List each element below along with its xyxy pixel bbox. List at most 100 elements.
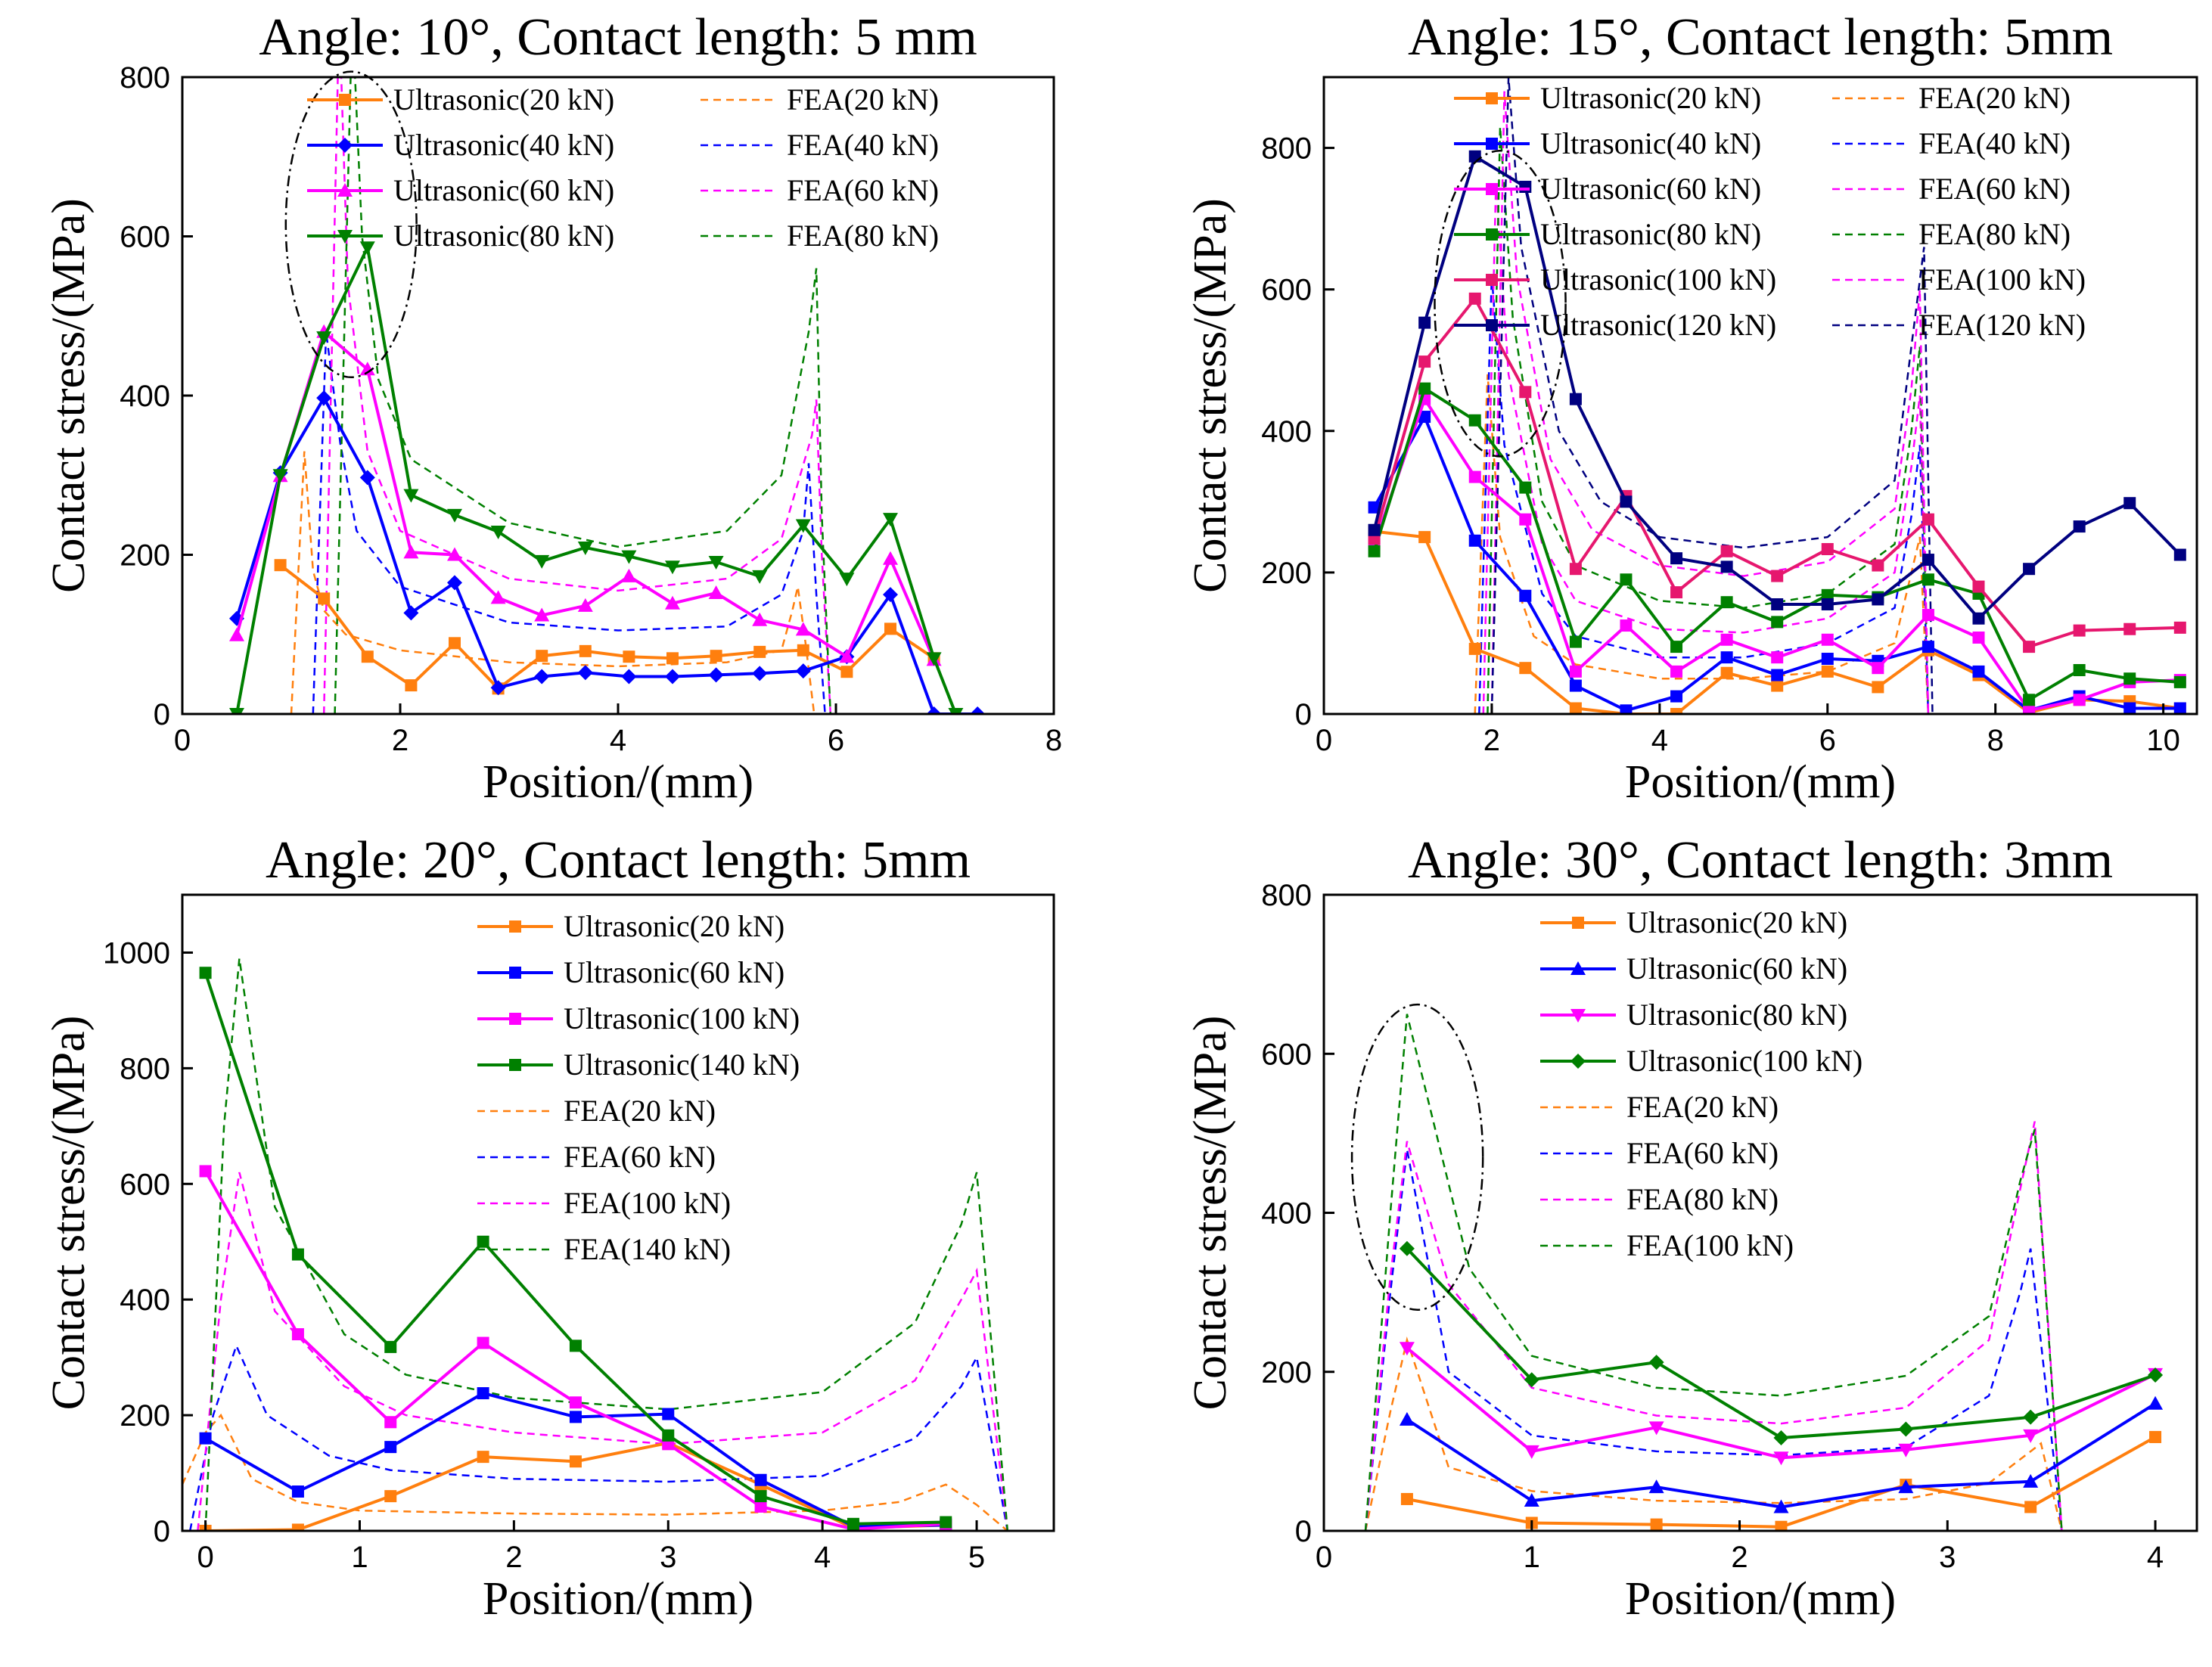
data-point-ultrasonic-120-kn: [2023, 563, 2036, 576]
data-point-ultrasonic-100-kn: [1418, 355, 1431, 368]
data-point-ultrasonic-80-kn: [1898, 1443, 1914, 1457]
data-point-ultrasonic-140-kn: [477, 1235, 489, 1248]
data-point-ultrasonic-120-kn: [1468, 150, 1481, 163]
data-point-ultrasonic-20-kn: [840, 666, 853, 678]
data-point-ultrasonic-80-kn: [2173, 675, 2186, 688]
legend-label: Ultrasonic(60 kN): [564, 955, 784, 989]
y-tick-label: 600: [1261, 1038, 1312, 1071]
legend-label: FEA(60 kN): [787, 173, 939, 207]
legend-marker: [1486, 228, 1498, 241]
data-point-ultrasonic-80-kn: [534, 554, 550, 569]
data-point-ultrasonic-60-kn: [883, 551, 898, 565]
series-line-fea-120-kn: [1490, 77, 1934, 714]
data-point-ultrasonic-80-kn: [272, 469, 288, 483]
legend-item-ultrasonic-140-kn: Ultrasonic(140 kN): [477, 1048, 800, 1082]
chart-title: Angle: 30°, Contact length: 3mm: [1408, 831, 2113, 889]
y-tick-label: 600: [1261, 274, 1312, 307]
data-point-ultrasonic-80-kn: [883, 513, 898, 527]
legend: Ultrasonic(20 kN) Ultrasonic(60 kN) Ultras…: [477, 909, 800, 1266]
legend-marker: [1570, 1054, 1586, 1069]
data-point-ultrasonic-80-kn: [2023, 1429, 2039, 1443]
highlight-ellipse: [1434, 150, 1567, 458]
legend-item-ultrasonic-20-kn: Ultrasonic(20 kN): [307, 82, 614, 116]
x-tick-label: 1: [1524, 1541, 1540, 1574]
data-point-ultrasonic-80-kn: [795, 519, 811, 533]
legend-item-fea-100-kn: FEA(100 kN): [477, 1186, 731, 1220]
data-point-ultrasonic-100-kn: [199, 1165, 212, 1178]
data-point-ultrasonic-80-kn: [1670, 641, 1683, 653]
data-point-ultrasonic-60-kn: [1519, 513, 1532, 526]
data-point-ultrasonic-20-kn: [2024, 1501, 2037, 1513]
legend-label: FEA(60 kN): [564, 1140, 716, 1174]
x-tick-label: 10: [2146, 724, 2180, 757]
data-point-ultrasonic-80-kn: [1569, 635, 1582, 648]
legend-marker: [1570, 961, 1586, 975]
data-point-ultrasonic-20-kn: [666, 652, 679, 665]
data-point-ultrasonic-60-kn: [447, 547, 462, 561]
data-point-ultrasonic-120-kn: [2173, 548, 2186, 561]
legend-label: FEA(60 kN): [1626, 1136, 1779, 1170]
x-tick-label: 6: [1819, 724, 1836, 757]
data-point-ultrasonic-60-kn: [199, 1432, 212, 1445]
data-point-ultrasonic-60-kn: [1872, 662, 1884, 675]
x-tick-label: 1: [351, 1541, 368, 1574]
data-point-ultrasonic-60-kn: [839, 649, 855, 663]
legend-item-fea-40-kn: FEA(40 kN): [1832, 126, 2071, 160]
data-point-ultrasonic-40-kn: [316, 390, 332, 406]
data-point-ultrasonic-100-kn: [1773, 1430, 1789, 1446]
data-point-ultrasonic-60-kn: [229, 627, 244, 641]
data-point-ultrasonic-20-kn: [1650, 1518, 1663, 1531]
data-point-ultrasonic-60-kn: [1922, 609, 1934, 622]
x-axis-title: Position/(mm): [1625, 756, 1896, 808]
x-tick-label: 3: [1939, 1541, 1956, 1574]
data-point-ultrasonic-80-kn: [447, 508, 462, 523]
data-point-ultrasonic-120-kn: [1771, 598, 1784, 610]
data-point-ultrasonic-60-kn: [795, 622, 811, 636]
data-point-ultrasonic-40-kn: [447, 575, 462, 591]
legend-marker: [1486, 274, 1498, 286]
plot-frame: [181, 893, 1055, 1532]
series-line-fea-20-kn: [182, 1413, 1054, 1531]
data-point-ultrasonic-80-kn: [621, 550, 637, 564]
data-point-ultrasonic-20-kn: [536, 650, 548, 663]
data-point-ultrasonic-120-kn: [2073, 520, 2086, 533]
legend-item-ultrasonic-100-kn: Ultrasonic(100 kN): [477, 1001, 800, 1035]
data-point-ultrasonic-100-kn: [1898, 1421, 1914, 1437]
series-line-ultrasonic-100-kn: [1406, 1247, 2156, 1440]
x-tick-label: 2: [1483, 724, 1500, 757]
data-point-ultrasonic-100-kn: [1519, 386, 1532, 399]
series-line-ultrasonic-20-kn: [1406, 1436, 2156, 1529]
data-point-ultrasonic-60-kn: [1524, 1493, 1539, 1507]
data-point-ultrasonic-60-kn: [534, 607, 550, 622]
legend-marker: [1572, 917, 1584, 929]
data-point-ultrasonic-60-kn: [2073, 694, 2086, 706]
data-point-ultrasonic-40-kn: [1922, 641, 1934, 653]
legend-label: FEA(20 kN): [1918, 81, 2071, 115]
data-point-ultrasonic-20-kn: [623, 650, 635, 663]
data-point-ultrasonic-60-kn: [569, 1411, 582, 1423]
legend-item-fea-60-kn: FEA(60 kN): [477, 1140, 716, 1174]
data-point-ultrasonic-60-kn: [708, 585, 724, 600]
y-axis-title: Contact stress/(MPa): [1185, 1016, 1236, 1411]
legend-item-ultrasonic-20-kn: Ultrasonic(20 kN): [1454, 81, 1761, 115]
data-point-ultrasonic-60-kn: [577, 598, 593, 612]
legend-label: FEA(120 kN): [1918, 308, 2086, 342]
legend-label: Ultrasonic(80 kN): [1626, 998, 1847, 1032]
data-point-ultrasonic-40-kn: [1519, 589, 1532, 602]
data-point-ultrasonic-20-kn: [1775, 1520, 1788, 1531]
data-point-ultrasonic-40-kn: [359, 470, 375, 486]
legend-marker: [1486, 183, 1498, 195]
data-point-ultrasonic-20-kn: [1872, 681, 1884, 694]
legend-label: FEA(60 kN): [1918, 172, 2071, 206]
data-point-ultrasonic-100-kn: [2023, 1409, 2039, 1425]
data-point-ultrasonic-60-kn: [1648, 1479, 1664, 1494]
y-tick-label: 600: [120, 1168, 170, 1201]
data-point-ultrasonic-80-kn: [1648, 1421, 1664, 1436]
data-point-ultrasonic-20-kn: [384, 1490, 397, 1503]
legend-label: FEA(100 kN): [1626, 1228, 1794, 1262]
data-point-ultrasonic-20-kn: [569, 1455, 582, 1468]
legend-item-fea-100-kn: FEA(100 kN): [1832, 262, 2086, 296]
series-line-ultrasonic-20-kn: [279, 563, 935, 691]
data-point-ultrasonic-100-kn: [1399, 1240, 1415, 1256]
plot-area: [229, 77, 986, 714]
